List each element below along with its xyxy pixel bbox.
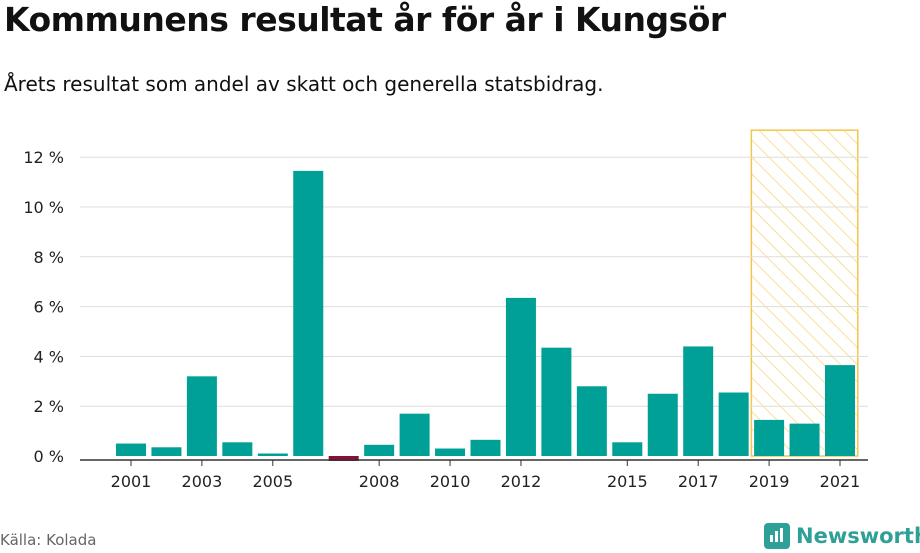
y-tick-label: 4 % xyxy=(34,347,64,366)
chart-title: Kommunens resultat år för år i Kungsör xyxy=(4,0,726,39)
bar-2002 xyxy=(151,447,182,456)
bar-2021 xyxy=(825,365,855,456)
y-tick-label: 2 % xyxy=(34,397,64,416)
brand-name: Newsworthy xyxy=(796,524,920,548)
x-tick-label: 2017 xyxy=(678,472,719,491)
brand-logo: Newsworthy xyxy=(764,520,920,552)
source-note: Källa: Kolada xyxy=(0,531,97,549)
x-tick-label: 2010 xyxy=(430,472,471,491)
x-tick-label: 2003 xyxy=(182,472,223,491)
y-tick-label: 6 % xyxy=(34,298,64,317)
bar-2016 xyxy=(647,393,678,456)
y-tick-label: 0 % xyxy=(34,447,64,466)
bar-2008 xyxy=(364,444,395,456)
x-tick-label: 2001 xyxy=(111,472,152,491)
x-tick-label: 2015 xyxy=(607,472,648,491)
bar-2014 xyxy=(576,386,607,456)
bar-2015 xyxy=(612,442,643,456)
bar-2003 xyxy=(186,376,217,456)
newsworthy-logo-icon xyxy=(764,523,790,549)
bar-2018 xyxy=(718,392,749,456)
x-tick-label: 2012 xyxy=(501,472,542,491)
bar-2019 xyxy=(754,419,785,456)
y-tick-label: 10 % xyxy=(23,198,64,217)
bar-2007 xyxy=(328,456,359,461)
bar-chart: 0 % 2 % 4 % 6 % 8 % 10 % 12 % 2001 2003 2005 2008… xyxy=(23,129,868,491)
x-tick-label: 2021 xyxy=(820,472,861,491)
y-tick-label: 12 % xyxy=(23,148,64,167)
bar-2020 xyxy=(789,423,820,456)
x-tick-label: 2008 xyxy=(359,472,400,491)
bar-2004 xyxy=(222,442,253,456)
bar-2009 xyxy=(399,413,430,456)
bar-2005 xyxy=(257,453,288,456)
chart-subtitle: Årets resultat som andel av skatt och ge… xyxy=(4,72,604,96)
x-tick-label: 2019 xyxy=(749,472,790,491)
y-tick-label: 8 % xyxy=(34,248,64,267)
x-tick-label: 2005 xyxy=(252,472,293,491)
bar-2010 xyxy=(435,448,466,456)
bar-2006 xyxy=(293,170,324,456)
bar-2011 xyxy=(470,439,501,456)
bar-2013 xyxy=(541,347,572,456)
bar-2017 xyxy=(683,346,714,456)
bar-2001 xyxy=(116,443,146,456)
bar-2012 xyxy=(505,297,536,456)
